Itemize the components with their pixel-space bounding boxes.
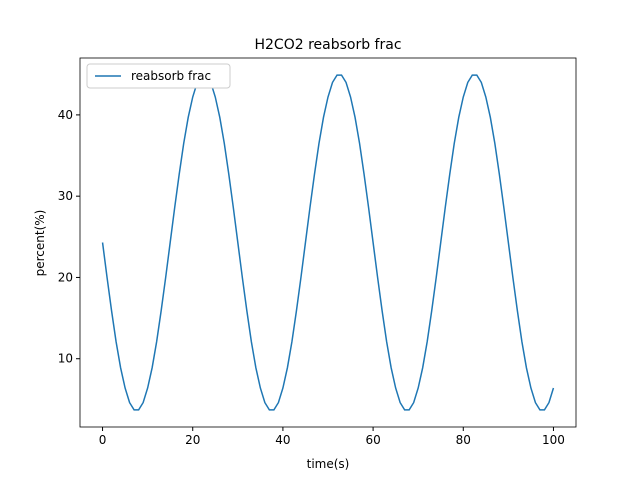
x-tick-label: 80 (456, 433, 471, 447)
plot-frame (79, 57, 577, 428)
legend-label: reabsorb frac (131, 69, 211, 83)
x-tick-label: 100 (542, 433, 565, 447)
data-line (101, 74, 555, 411)
y-tick-label: 40 (58, 108, 73, 122)
y-tick-label: 30 (58, 189, 73, 203)
y-axis-label: percent(%) (33, 210, 47, 277)
x-tick-label: 20 (185, 433, 200, 447)
legend-box (86, 63, 231, 89)
chart-title: H2CO2 reabsorb frac (254, 37, 401, 53)
x-tick-label: 0 (99, 433, 107, 447)
x-tick-label: 60 (365, 433, 380, 447)
y-tick-label: 20 (58, 270, 73, 284)
x-tick-label: 40 (275, 433, 290, 447)
y-tick-label: 10 (58, 352, 73, 366)
x-axis-label: time(s) (307, 457, 350, 471)
